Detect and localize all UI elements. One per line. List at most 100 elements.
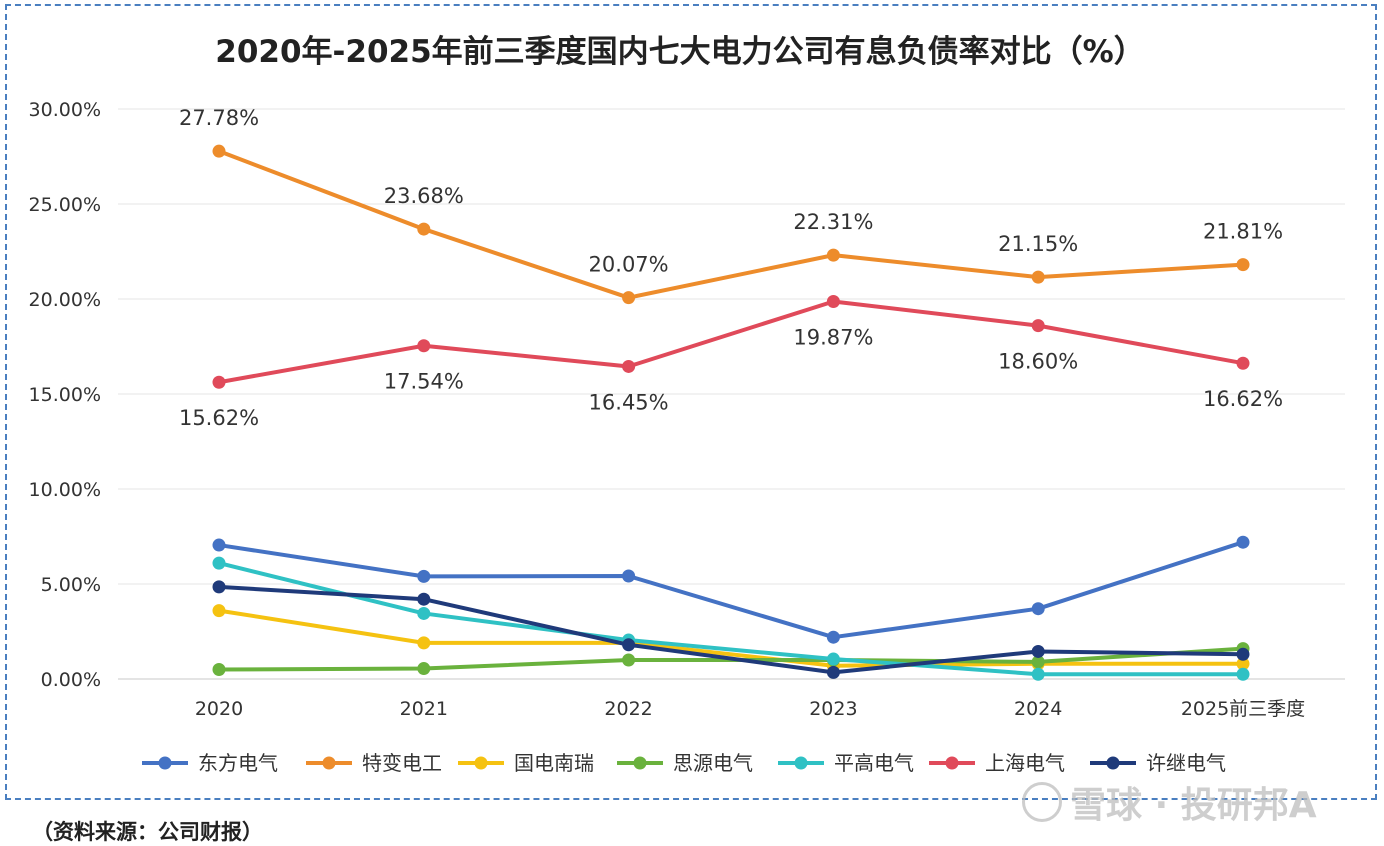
y-tick-label: 20.00% (29, 289, 101, 311)
data-point (1031, 602, 1045, 616)
legend-item: 平高电气 (778, 751, 914, 775)
data-point (622, 638, 636, 652)
data-label: 18.60% (998, 350, 1078, 374)
legend-label: 思源电气 (673, 751, 753, 775)
data-point (417, 592, 431, 606)
chart-title: 2020年-2025年前三季度国内七大电力公司有息负债率对比（%） (215, 34, 1144, 70)
series-许继电气 (212, 580, 1250, 679)
series-line (217, 149, 1245, 300)
series-line (217, 540, 1245, 640)
legend-label: 国电南瑞 (514, 751, 594, 775)
series-line (217, 299, 1245, 385)
data-point (212, 144, 226, 158)
data-point (212, 375, 226, 389)
data-point (417, 339, 431, 353)
data-point (417, 662, 431, 676)
legend-swatch-marker (633, 756, 647, 770)
legend-item: 思源电气 (617, 751, 753, 775)
data-point (417, 636, 431, 650)
legend-item: 许继电气 (1090, 751, 1226, 775)
x-tick-label: 2021 (400, 698, 448, 720)
data-point (212, 580, 226, 594)
legend-item: 国电南瑞 (458, 751, 594, 775)
legend-label: 平高电气 (834, 751, 914, 775)
source-note: （资料来源：公司财报） (32, 820, 263, 844)
data-label: 22.31% (793, 210, 873, 234)
data-point (1236, 356, 1250, 370)
data-point (1236, 667, 1250, 681)
y-tick-label: 30.00% (29, 99, 101, 121)
legend-label: 特变电工 (362, 751, 442, 775)
data-point (826, 294, 840, 308)
data-point (212, 556, 226, 570)
x-tick-label: 2022 (604, 698, 652, 720)
data-point (1031, 270, 1045, 284)
data-point (1031, 667, 1045, 681)
data-label: 19.87% (793, 325, 873, 349)
series-line (217, 584, 1245, 675)
legend-swatch-marker (794, 756, 808, 770)
data-label: 27.78% (179, 106, 259, 130)
snowball-logo-icon (1022, 782, 1062, 822)
legend-label: 上海电气 (985, 751, 1065, 775)
x-tick-label: 2025前三季度 (1181, 698, 1305, 720)
x-tick-label: 2023 (809, 698, 857, 720)
data-point (1031, 319, 1045, 333)
data-point (826, 630, 840, 644)
data-point (417, 569, 431, 583)
data-label: 16.45% (589, 390, 669, 414)
series-line (217, 561, 1245, 677)
data-label: 20.07% (589, 253, 669, 277)
data-point (417, 606, 431, 620)
y-tick-label: 25.00% (29, 194, 101, 216)
legend-swatch-marker (1106, 756, 1120, 770)
data-point (212, 663, 226, 676)
data-point (1236, 258, 1250, 272)
data-point (622, 653, 636, 667)
data-point (1031, 655, 1045, 669)
data-label: 21.81% (1203, 220, 1283, 244)
data-point (622, 569, 636, 583)
y-tick-label: 5.00% (41, 574, 101, 596)
data-point (1031, 644, 1045, 658)
data-point (826, 248, 840, 262)
y-tick-label: 10.00% (29, 479, 101, 501)
data-label: 17.54% (384, 370, 464, 394)
legend-item: 东方电气 (142, 751, 278, 775)
data-point (417, 222, 431, 236)
data-point (1236, 647, 1250, 661)
data-point (826, 665, 840, 679)
data-label: 15.62% (179, 406, 259, 430)
data-label: 23.68% (384, 184, 464, 208)
series-上海电气 (212, 294, 1250, 389)
series-平高电气 (212, 556, 1250, 681)
legend-item: 上海电气 (929, 751, 1065, 775)
legend-swatch-marker (945, 756, 959, 770)
watermark: 雪球 · 投研邦A (1022, 776, 1317, 828)
legend-swatch-marker (322, 756, 336, 770)
series-line (217, 608, 1245, 668)
y-tick-label: 15.00% (29, 384, 101, 406)
legend-item: 特变电工 (306, 751, 442, 775)
y-tick-label: 0.00% (41, 669, 101, 691)
data-point (622, 291, 636, 305)
watermark-text: 雪球 · 投研邦A (1070, 785, 1317, 826)
data-point (212, 604, 226, 618)
data-label: 16.62% (1203, 387, 1283, 411)
legend-swatch-marker (474, 756, 488, 770)
data-point (212, 538, 226, 552)
legend-label: 东方电气 (198, 751, 278, 775)
chart-frame (5, 4, 1377, 800)
data-point (622, 359, 636, 373)
data-point (1236, 657, 1250, 671)
legend-swatch-marker (158, 756, 172, 770)
series-特变电工 (212, 144, 1250, 305)
data-point (1236, 535, 1250, 549)
data-point (826, 652, 840, 666)
series-东方电气 (212, 535, 1250, 644)
legend-label: 许继电气 (1146, 751, 1226, 775)
x-tick-label: 2024 (1014, 698, 1062, 720)
data-label: 21.15% (998, 232, 1078, 256)
x-tick-label: 2020 (195, 698, 243, 720)
